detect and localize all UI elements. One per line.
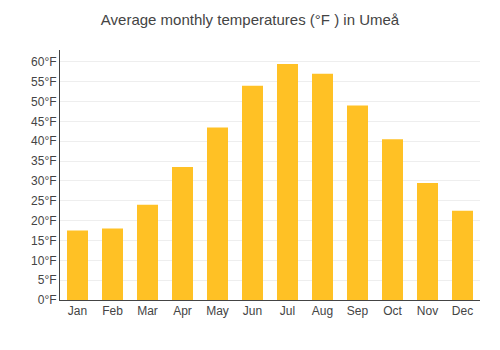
svg-text:Dec: Dec: [452, 304, 473, 318]
svg-text:Feb: Feb: [102, 304, 123, 318]
svg-text:0°F: 0°F: [38, 293, 57, 307]
svg-text:10°F: 10°F: [31, 254, 56, 268]
svg-text:35°F: 35°F: [31, 154, 56, 168]
svg-text:15°F: 15°F: [31, 234, 56, 248]
svg-text:20°F: 20°F: [31, 214, 56, 228]
svg-text:Jun: Jun: [243, 304, 262, 318]
svg-text:Jul: Jul: [280, 304, 295, 318]
svg-text:Aug: Aug: [312, 304, 333, 318]
svg-text:Jan: Jan: [68, 304, 87, 318]
svg-text:May: May: [206, 304, 229, 318]
svg-text:Nov: Nov: [417, 304, 438, 318]
svg-text:60°F: 60°F: [31, 55, 56, 69]
svg-text:50°F: 50°F: [31, 95, 56, 109]
svg-text:Apr: Apr: [173, 304, 192, 318]
svg-text:Oct: Oct: [383, 304, 402, 318]
svg-text:Mar: Mar: [137, 304, 158, 318]
svg-text:25°F: 25°F: [31, 194, 56, 208]
svg-text:55°F: 55°F: [31, 75, 56, 89]
svg-text:Average monthly temperatures (: Average monthly temperatures (°F ) in Um…: [101, 11, 400, 28]
svg-text:30°F: 30°F: [31, 174, 56, 188]
svg-text:5°F: 5°F: [38, 273, 57, 287]
svg-text:Sep: Sep: [347, 304, 369, 318]
svg-text:45°F: 45°F: [31, 115, 56, 129]
svg-text:40°F: 40°F: [31, 134, 56, 148]
